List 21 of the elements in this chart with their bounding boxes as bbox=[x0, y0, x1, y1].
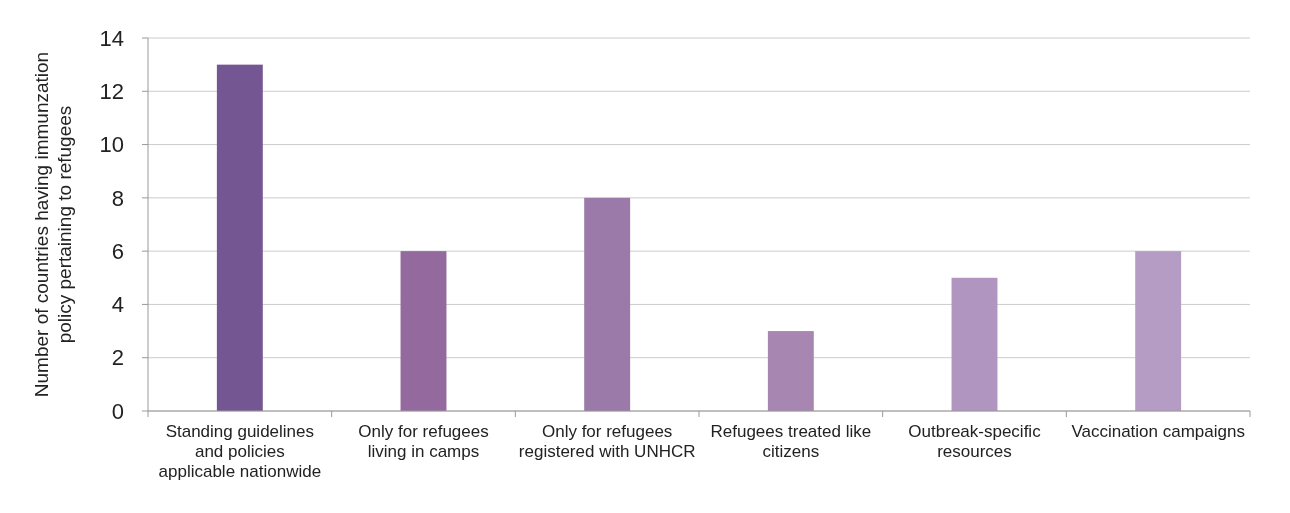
x-tick-label: Standing guidelines and policies applicable nationwide bbox=[158, 422, 322, 481]
bar bbox=[951, 277, 998, 411]
y-axis-title: Number of countries having immunzation policy pertaining to refugees bbox=[31, 51, 75, 398]
y-tick-label: 10 bbox=[99, 132, 124, 158]
bar bbox=[1135, 251, 1182, 411]
bar bbox=[216, 64, 263, 411]
y-tick-label: 8 bbox=[111, 185, 124, 211]
y-tick-label: 0 bbox=[111, 398, 124, 424]
bar bbox=[767, 331, 814, 411]
x-tick-label: Outbreak-specific resources bbox=[908, 422, 1042, 461]
y-tick-label: 12 bbox=[99, 78, 124, 104]
bar bbox=[584, 197, 631, 411]
x-tick-label: Only for refugees living in camps bbox=[358, 422, 489, 461]
y-tick-label: 2 bbox=[111, 345, 124, 371]
y-tick-label: 4 bbox=[111, 292, 124, 318]
bar bbox=[400, 251, 447, 411]
y-tick-label: 6 bbox=[111, 238, 124, 264]
y-tick-label: 14 bbox=[99, 25, 124, 51]
x-tick-label: Only for refugees registered with UNHCR bbox=[518, 422, 696, 461]
x-tick-label: Vaccination campaigns bbox=[1071, 422, 1245, 441]
x-tick-label: Refugees treated like citizens bbox=[710, 422, 872, 461]
